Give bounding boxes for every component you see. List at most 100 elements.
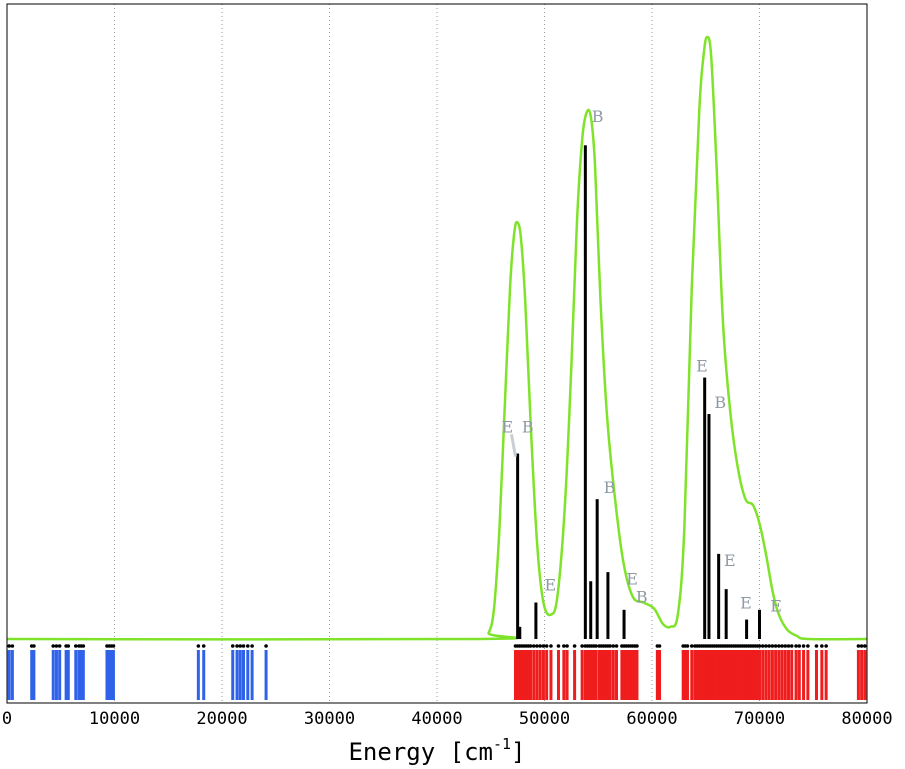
- level-dot: [797, 644, 802, 648]
- plot-frame: [6, 3, 868, 704]
- level-bar-red: [749, 650, 753, 700]
- symmetry-label-e: E: [626, 569, 638, 588]
- level-bar-red: [706, 650, 710, 700]
- level-bar-red: [522, 650, 526, 700]
- level-bar-red: [635, 650, 639, 700]
- level-bar-blue: [81, 650, 85, 700]
- level-bar-red: [787, 650, 791, 700]
- level-bar-red: [758, 650, 761, 700]
- level-dot: [196, 644, 201, 648]
- level-bar-red: [681, 650, 685, 700]
- level-bar-red: [730, 650, 734, 700]
- level-bar-red: [719, 650, 723, 700]
- level-dot: [820, 644, 824, 648]
- level-bar-red: [721, 650, 725, 700]
- level-bar-red: [535, 650, 539, 700]
- level-bar-red: [740, 650, 744, 700]
- level-bar-red: [806, 650, 810, 700]
- symmetry-label-e: E: [545, 575, 557, 594]
- level-dot: [859, 644, 864, 648]
- level-bar-red: [580, 650, 584, 700]
- symmetry-label-b: B: [522, 417, 534, 436]
- level-bar-red: [736, 650, 740, 700]
- level-dot: [241, 644, 246, 648]
- level-bar-red: [863, 650, 867, 700]
- level-bar-red: [742, 650, 746, 700]
- level-bar-red: [708, 650, 712, 700]
- level-dot: [535, 644, 539, 648]
- level-bar-blue: [264, 650, 268, 700]
- level-bar-red: [732, 650, 736, 700]
- level-bar-red: [597, 650, 601, 700]
- level-bar-red: [702, 650, 706, 700]
- level-dot: [230, 644, 235, 648]
- level-dot: [786, 644, 791, 648]
- level-bar-blue: [64, 650, 68, 700]
- level-bar-red: [723, 650, 727, 700]
- symmetry-label-e: E: [740, 594, 752, 613]
- level-dot: [246, 644, 250, 648]
- level-bar-blue: [238, 650, 242, 700]
- x-tick-label: 10000: [89, 709, 140, 729]
- level-dot: [238, 644, 243, 648]
- level-dot: [51, 644, 56, 648]
- stick-line: [745, 619, 749, 639]
- level-bar-red: [824, 650, 828, 700]
- level-bar-red: [699, 650, 703, 700]
- annotation-leader: [510, 434, 517, 457]
- level-bar-red: [513, 650, 517, 700]
- level-bar-blue: [30, 650, 34, 700]
- level-bar-red: [520, 650, 524, 700]
- level-bar-red: [516, 650, 520, 700]
- level-bar-red: [526, 650, 530, 700]
- level-bar-red: [524, 650, 528, 700]
- level-bar-red: [695, 650, 699, 700]
- envelope-curve: [6, 35, 868, 641]
- stick-line: [622, 609, 626, 639]
- level-dot: [789, 644, 794, 648]
- level-dot: [594, 644, 598, 648]
- x-axis-label-close: ]: [511, 738, 525, 766]
- level-dot: [801, 644, 806, 648]
- level-bar-red: [751, 650, 755, 700]
- level-bar-red: [556, 650, 560, 700]
- level-bar-blue: [246, 650, 250, 700]
- level-bar-red: [761, 650, 765, 700]
- stick-line: [518, 626, 522, 639]
- x-axis-ticks: 0 10000 20000 30000 40000 50000 60000 70000 8000…: [2, 709, 893, 729]
- level-dot: [32, 644, 36, 648]
- level-bar-red: [592, 650, 596, 700]
- level-bar-red: [545, 650, 549, 700]
- x-tick-label: 40000: [411, 709, 462, 729]
- level-dot: [635, 644, 639, 648]
- level-dot: [54, 644, 59, 648]
- level-bar-red: [583, 650, 587, 700]
- level-bar-red: [538, 650, 542, 700]
- level-bar-red: [633, 650, 637, 700]
- x-tick-label: 70000: [734, 709, 785, 729]
- symmetry-label-b: B: [636, 588, 648, 607]
- level-bar-red: [611, 650, 615, 700]
- level-bar-red: [783, 650, 787, 700]
- level-bar-red: [777, 650, 781, 700]
- stick-line: [717, 553, 721, 639]
- level-bar-red: [725, 650, 729, 700]
- level-dot: [74, 644, 78, 648]
- level-dot: [541, 644, 546, 648]
- level-bar-red: [608, 650, 612, 700]
- level-bar-red: [620, 650, 624, 700]
- level-bar-red: [529, 650, 533, 700]
- level-bar-red: [717, 650, 721, 700]
- level-bar-blue: [250, 650, 254, 700]
- stick-line: [589, 581, 593, 639]
- x-axis-label-sup: -1: [493, 735, 511, 753]
- level-bar-red: [565, 650, 569, 700]
- level-bar-red: [856, 650, 860, 700]
- level-dot: [814, 644, 819, 648]
- level-dot: [531, 644, 536, 648]
- level-bar-red: [532, 650, 536, 700]
- level-bar-red: [622, 650, 626, 700]
- level-bar-red: [683, 650, 687, 700]
